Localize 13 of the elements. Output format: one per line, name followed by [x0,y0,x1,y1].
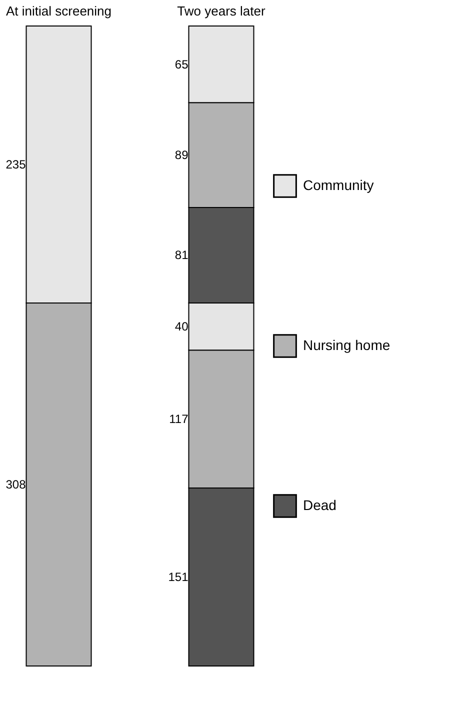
legend-label: Nursing home [303,337,390,353]
data-label: 117 [169,412,189,426]
legend-label: Dead [303,497,336,513]
data-label: 40 [174,320,189,334]
data-label: 65 [174,57,189,72]
legend-label: Community [303,177,374,193]
x-tick-label: At initial screening [6,4,112,18]
data-label: 151 [168,570,189,584]
data-label: 235 [6,157,26,172]
data-label: 89 [174,148,189,162]
x-tick-label: Two years later [177,4,266,18]
data-label: 81 [174,248,189,262]
data-label: 308 [6,477,26,492]
